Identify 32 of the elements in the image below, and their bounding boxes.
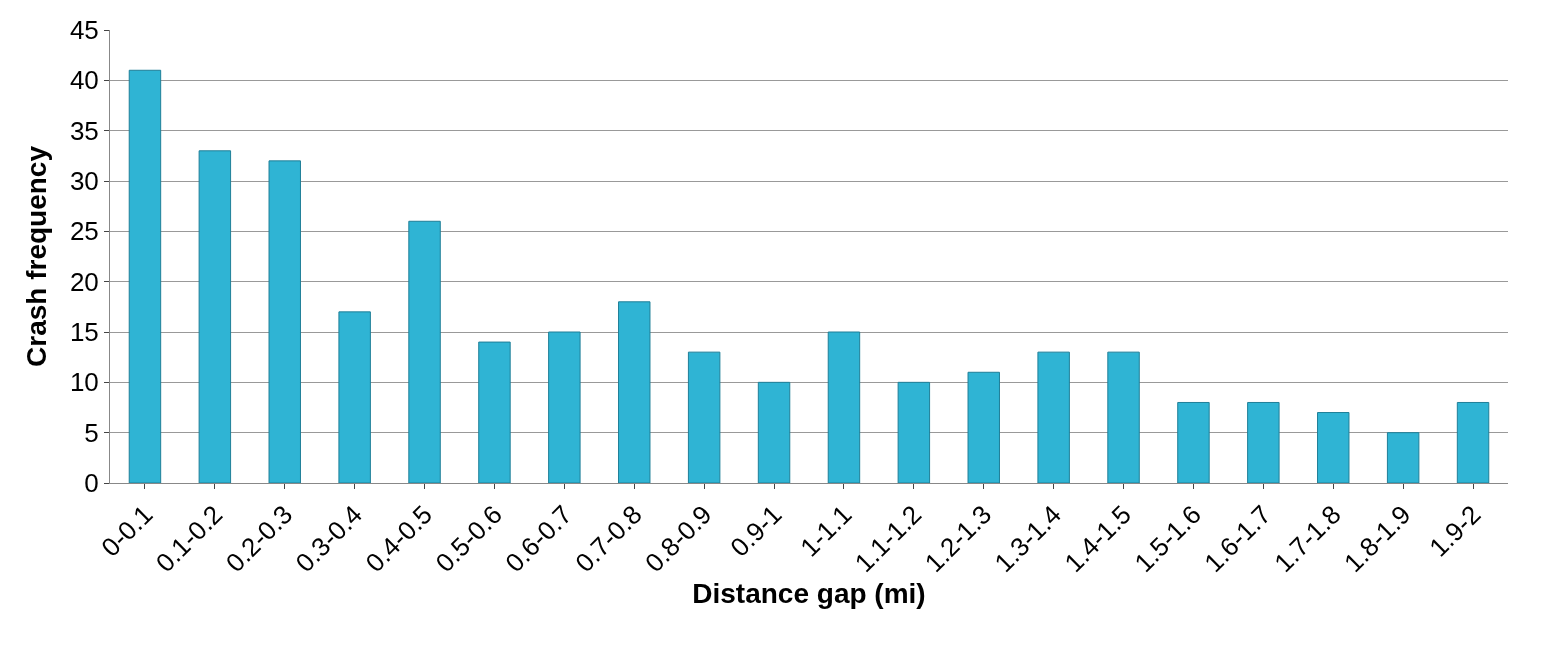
y-tick-label: 40	[69, 65, 99, 96]
bar	[548, 331, 581, 483]
y-tick-label: 0	[84, 468, 99, 499]
bar	[478, 341, 511, 483]
y-tick-label: 30	[69, 166, 99, 197]
bar	[268, 160, 301, 483]
y-tick-label: 35	[69, 115, 99, 146]
bar	[757, 381, 791, 483]
bar	[967, 371, 1000, 483]
bar	[897, 381, 931, 483]
bar	[1037, 351, 1070, 483]
bar	[618, 301, 651, 483]
y-tick-label: 25	[69, 216, 99, 247]
y-axis-title: Crash frequency	[20, 145, 52, 367]
y-tick-label: 10	[69, 367, 99, 398]
bar	[1247, 401, 1280, 483]
y-tick-label: 5	[84, 417, 99, 448]
bar	[128, 69, 162, 483]
bar	[687, 351, 721, 483]
x-axis-title: Distance gap (mi)	[692, 577, 926, 609]
y-tick-label: 20	[69, 266, 99, 297]
bar	[1177, 401, 1210, 483]
y-tick-label: 45	[69, 15, 99, 46]
bar	[338, 311, 371, 483]
bar	[1317, 412, 1350, 483]
bar	[1456, 401, 1490, 483]
bar	[1386, 432, 1420, 483]
bar	[827, 331, 861, 483]
bar	[198, 150, 232, 483]
bar	[1107, 351, 1140, 483]
y-tick-label: 15	[69, 317, 99, 348]
bar	[408, 220, 441, 483]
